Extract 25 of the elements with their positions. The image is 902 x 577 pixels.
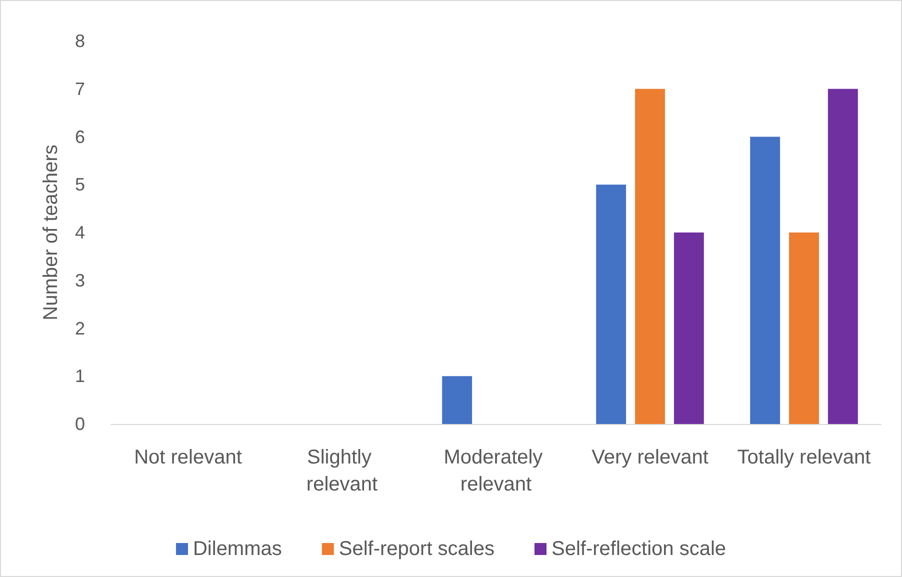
y-tick-label: 1 <box>74 366 85 386</box>
legend-label: Dilemmas <box>192 538 282 560</box>
y-tick-label: 7 <box>74 78 85 99</box>
x-tick-label: Totally relevant <box>737 446 872 468</box>
bar <box>674 232 704 424</box>
bar <box>750 136 780 424</box>
y-tick-label: 8 <box>74 31 85 51</box>
y-tick-label: 6 <box>74 126 85 147</box>
y-tick-label: 5 <box>74 174 85 195</box>
bar <box>789 232 819 424</box>
x-tick-label: Slightly relevant <box>306 446 378 496</box>
x-tick-label: Moderately relevant <box>444 446 548 496</box>
y-tick-label: 3 <box>74 270 85 290</box>
bar <box>442 376 472 424</box>
y-axis-title: Number of teachers <box>40 144 62 320</box>
y-tick-label: 2 <box>74 318 85 338</box>
legend-label: Self-reflection scale <box>551 538 726 560</box>
y-tick-label: 4 <box>74 222 85 242</box>
bar <box>596 184 626 424</box>
legend-label: Self-report scales <box>338 538 495 560</box>
y-tick-label: 0 <box>74 414 85 434</box>
bar <box>828 88 858 424</box>
x-tick-label: Very relevant <box>592 446 709 468</box>
x-tick-label: Not relevant <box>134 446 242 468</box>
bar <box>635 88 665 424</box>
